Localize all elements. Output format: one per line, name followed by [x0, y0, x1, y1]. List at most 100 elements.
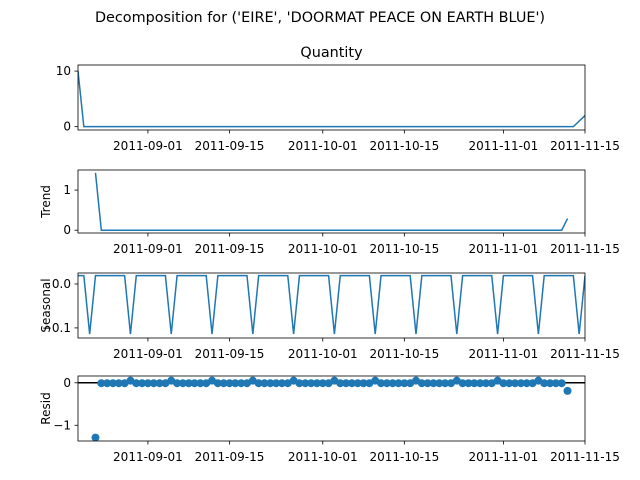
resid-point [178, 379, 187, 388]
x-tick-label: 2011-11-01 [469, 347, 539, 361]
y-tick-label: 0 [63, 120, 71, 134]
resid-point [481, 379, 490, 388]
quantity-line [78, 71, 585, 128]
axes-frame [77, 64, 586, 131]
y-tick-label: 0 [63, 223, 71, 237]
y-tick-label: −1 [53, 418, 71, 432]
x-tick-label: 2011-09-15 [195, 139, 265, 153]
resid-point [400, 379, 409, 388]
y-tick-label: 1 [63, 183, 71, 197]
resid-point [470, 379, 479, 388]
resid-point [435, 379, 444, 388]
resid-point [511, 379, 520, 388]
resid-point [272, 379, 281, 388]
resid-point [377, 379, 386, 388]
resid-point [505, 379, 514, 388]
x-tick-label: 2011-11-15 [550, 242, 620, 256]
resid-point [429, 379, 438, 388]
trend-line [94, 172, 569, 231]
resid-point [225, 379, 234, 388]
resid-point [347, 379, 356, 388]
plot-area [78, 71, 585, 128]
resid-point [149, 379, 158, 388]
x-tick-label: 2011-10-15 [369, 242, 439, 256]
resid-point [551, 379, 560, 388]
resid-point [260, 379, 269, 388]
x-tick-label: 2011-11-15 [550, 347, 620, 361]
resid-point [546, 379, 555, 388]
x-tick-label: 2011-11-15 [550, 450, 620, 464]
x-tick-label: 2011-09-15 [195, 347, 265, 361]
figure-title: Decomposition for ('EIRE', 'DOORMAT PEAC… [95, 10, 545, 26]
resid-point [301, 379, 310, 388]
resid-point [231, 379, 240, 388]
x-tick-label: 2011-10-01 [288, 242, 358, 256]
axes-frame [77, 272, 586, 339]
x-tick-label: 2011-09-01 [113, 242, 183, 256]
resid-point [464, 379, 473, 388]
resid-point [155, 379, 164, 388]
panel-trend: Trend 0 1 2011-09-01 2011-09-15 2011-10-01 201… [39, 169, 620, 256]
panel-resid: Resid 0 −1 2011-09-01 2011-09-15 2011-10-01 20… [39, 375, 620, 464]
resid-point [254, 379, 263, 388]
resid-point [516, 379, 525, 388]
x-tick-label: 2011-10-15 [369, 450, 439, 464]
resid-point [540, 379, 549, 388]
plot-area [78, 376, 585, 441]
y-tick-label: −0.1 [42, 321, 71, 335]
resid-point [97, 379, 106, 388]
resid-point [476, 379, 485, 388]
resid-point [103, 379, 112, 388]
y-tick-label: 0 [63, 376, 71, 390]
resid-point [522, 379, 531, 388]
x-tick-label: 2011-09-01 [113, 450, 183, 464]
resid-point [382, 379, 391, 388]
resid-point [196, 379, 205, 388]
resid-point [237, 379, 246, 388]
y-axis-label: Resid [39, 392, 53, 424]
x-tick-label: 2011-10-01 [288, 450, 358, 464]
resid-point [307, 379, 316, 388]
resid-point [213, 379, 222, 388]
resid-point [458, 379, 467, 388]
resid-point [312, 379, 321, 388]
resid-point [108, 379, 117, 388]
x-tick-label: 2011-10-15 [369, 139, 439, 153]
resid-point [557, 379, 566, 388]
resid-point [359, 379, 368, 388]
x-tick-label: 2011-11-01 [469, 242, 539, 256]
x-tick-label: 2011-11-01 [469, 139, 539, 153]
resid-point [388, 379, 397, 388]
seasonal-line [78, 274, 585, 335]
resid-point [173, 379, 182, 388]
resid-point [143, 379, 152, 388]
resid-point [336, 379, 345, 388]
panel-quantity: Quantity 0 10 2011-09-01 2011-09-15 2011-10-0… [56, 45, 620, 153]
resid-point [563, 386, 572, 395]
y-axis-label: Seasonal [39, 278, 53, 332]
y-tick-label: 10 [56, 64, 71, 78]
x-tick-label: 2011-10-01 [288, 347, 358, 361]
y-axis-label: Trend [39, 185, 53, 219]
axes-frame [77, 375, 586, 442]
resid-point [190, 379, 199, 388]
axes-frame [77, 169, 586, 234]
x-tick-label: 2011-09-01 [113, 347, 183, 361]
resid-point [184, 379, 193, 388]
resid-point [277, 379, 286, 388]
resid-point [138, 379, 147, 388]
x-tick-label: 2011-11-01 [469, 450, 539, 464]
resid-point [132, 379, 141, 388]
plot-area [94, 172, 569, 231]
panel-title: Quantity [300, 45, 363, 61]
resid-point [295, 379, 304, 388]
resid-point [91, 433, 100, 441]
x-tick-label: 2011-09-15 [195, 242, 265, 256]
x-tick-label: 2011-11-15 [550, 139, 620, 153]
resid-point [394, 379, 403, 388]
x-tick-label: 2011-09-15 [195, 450, 265, 464]
resid-point [417, 379, 426, 388]
resid-point [266, 379, 275, 388]
